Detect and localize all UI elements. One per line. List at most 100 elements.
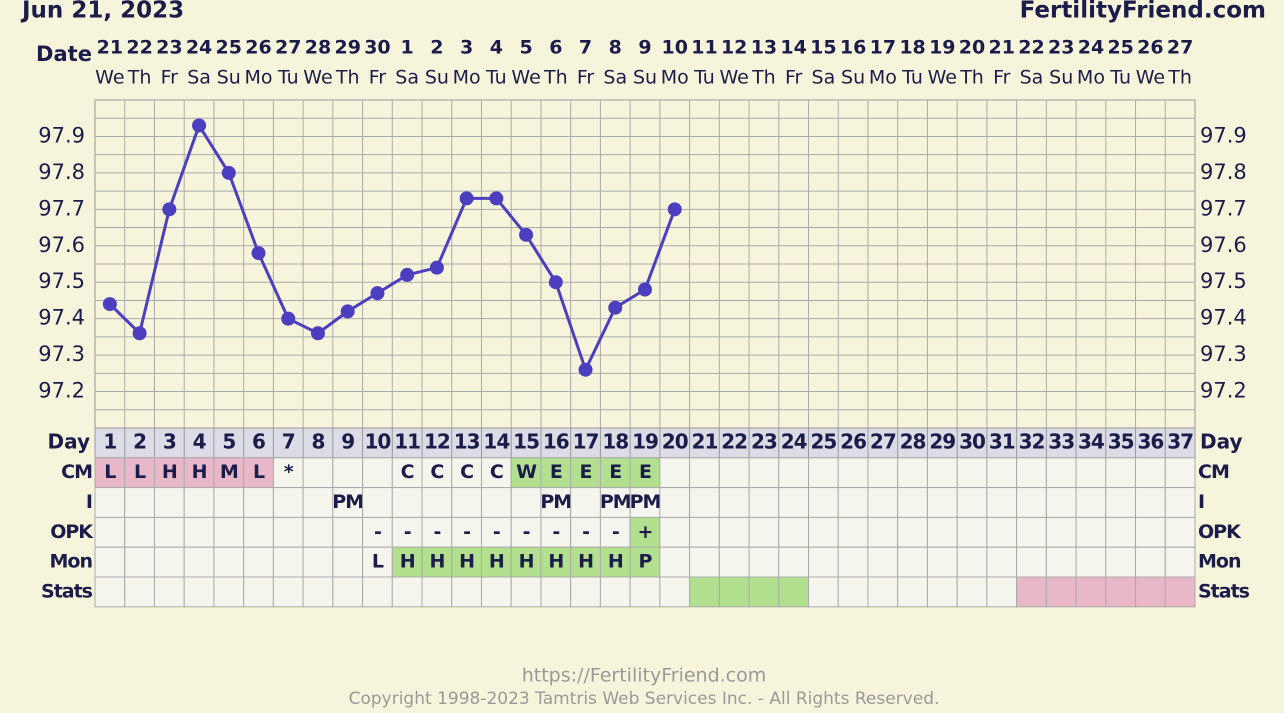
x-tick-label: 22 [721, 429, 747, 453]
table-cell [1105, 487, 1137, 518]
cell-text: E [550, 461, 562, 483]
x-tick-label: 11 [394, 429, 420, 453]
table-cell [659, 516, 691, 548]
y-tick-label: 97.3 [38, 342, 85, 366]
temp-point [459, 191, 474, 206]
cell-text: C [401, 461, 414, 483]
cell-text: - [523, 521, 530, 543]
table-cell [1016, 487, 1047, 518]
x-tick-label: 9 [341, 429, 354, 453]
date-label: 19 [929, 37, 955, 59]
table-cell [659, 546, 691, 578]
table-cell [718, 457, 750, 489]
date-label: 25 [1107, 37, 1133, 59]
x-tick-label: 24 [781, 429, 807, 453]
table-cell [1045, 576, 1077, 608]
table-cell [302, 516, 334, 548]
weekday-label: Sa [812, 67, 836, 89]
x-tick-label: 28 [900, 429, 926, 453]
table-cell [94, 546, 126, 578]
table-cell [421, 457, 453, 489]
date-label: 23 [1048, 37, 1074, 59]
x-tick-label: 31 [989, 429, 1015, 453]
weekday-label: Tu [901, 67, 923, 89]
table-cell [451, 487, 482, 518]
x-tick-label: 27 [870, 429, 896, 453]
table-cell [1105, 457, 1137, 489]
weekday-label: We [511, 67, 540, 89]
table-cell [243, 546, 274, 578]
table-cell [748, 457, 780, 489]
row-label: I [86, 491, 92, 513]
x-tick-label: 16 [543, 429, 569, 453]
table-cell [124, 576, 155, 608]
temp-point [221, 165, 236, 180]
x-tick-label: 25 [810, 429, 836, 453]
table-cell [1045, 487, 1077, 518]
table-cell [1016, 516, 1047, 548]
table-cell [986, 576, 1018, 608]
date-label: 28 [305, 37, 331, 59]
y2-tick-label: 97.8 [1200, 160, 1247, 184]
table-cell [778, 487, 810, 518]
table-cell [629, 576, 661, 608]
date-label: 21 [97, 37, 123, 59]
table-cell [421, 487, 453, 518]
temp-point [102, 297, 117, 312]
cell-text: H [400, 551, 415, 573]
table-cell [183, 457, 215, 489]
table-cell [302, 576, 334, 608]
y-tick-label: 97.9 [38, 123, 85, 147]
x-tick-label: 20 [662, 429, 688, 453]
weekday-label: Th [127, 67, 152, 89]
table-cell [956, 457, 988, 489]
table-cell [748, 516, 780, 548]
table-cell [926, 546, 958, 578]
temp-point [251, 246, 266, 261]
weekday-label: Su [425, 67, 449, 89]
cell-text: - [612, 521, 619, 543]
cell-text: C [490, 461, 503, 483]
table-cell [1105, 516, 1137, 548]
x-tick-label: 4 [193, 429, 206, 453]
table-cell [689, 457, 720, 489]
weekday-label: We [928, 67, 957, 89]
cell-text: H [429, 551, 444, 573]
table-cell [570, 457, 601, 489]
x-tick-label: 7 [282, 429, 295, 453]
x-tick-label: 23 [751, 429, 777, 453]
table-cell [213, 457, 245, 489]
row-label: OPK [50, 521, 94, 543]
weekday-label: Mo [661, 67, 689, 89]
date-label: 4 [490, 37, 503, 59]
table-cell [986, 487, 1018, 518]
y-tick-label: 97.2 [38, 379, 85, 403]
cell-text: H [608, 551, 623, 573]
temp-point [192, 118, 207, 133]
table-cell [272, 516, 304, 548]
table-cell [837, 516, 869, 548]
table-cell [926, 487, 958, 518]
x-tick-label: 26 [840, 429, 866, 453]
y2-tick-label: 97.7 [1200, 196, 1247, 220]
table-cell [1135, 546, 1166, 578]
table-cell [1105, 546, 1137, 578]
weekday-label: Tu [693, 67, 715, 89]
cell-text: E [609, 461, 621, 483]
y-tick-label: 97.6 [38, 233, 85, 257]
table-cell [956, 516, 988, 548]
table-cell [332, 457, 364, 489]
date-label: 12 [721, 37, 747, 59]
table-cell [867, 457, 899, 489]
date-label: 9 [638, 37, 651, 59]
date-label: 26 [1137, 37, 1163, 59]
table-cell [1164, 516, 1196, 548]
table-cell [748, 546, 780, 578]
cell-text: PM [332, 491, 363, 513]
x-tick-label: 37 [1167, 429, 1193, 453]
table-cell [599, 516, 631, 548]
temp-point [667, 202, 682, 217]
cell-text: C [430, 461, 443, 483]
table-cell [897, 516, 928, 548]
